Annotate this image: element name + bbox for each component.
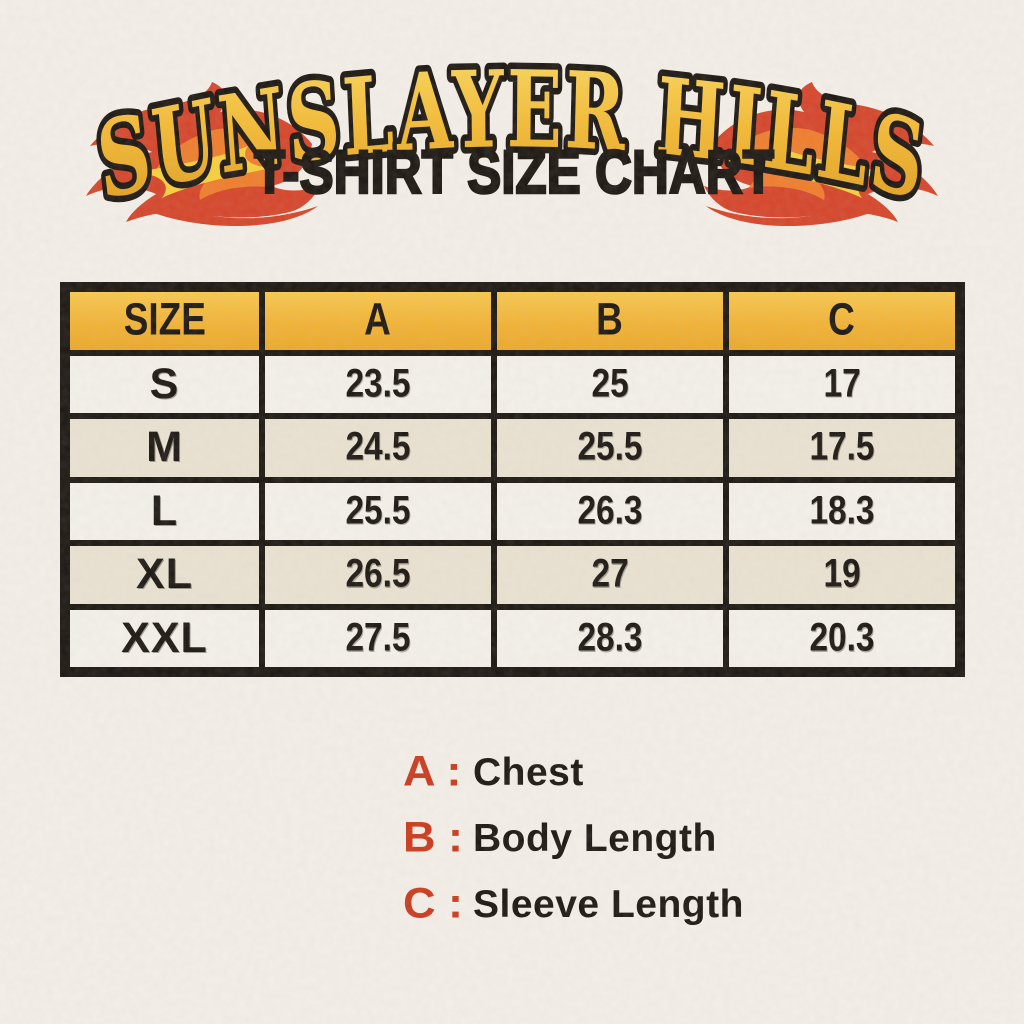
column-header-c: C — [729, 292, 955, 350]
table-row-m-size: M — [70, 419, 259, 477]
legend-item-b: B : Body Length — [403, 810, 744, 876]
table-row-l-a: 25.5 — [265, 482, 491, 540]
column-header-label: B — [596, 295, 624, 346]
measure-value: 24.5 — [345, 424, 411, 470]
column-header-size: SIZE — [70, 292, 259, 350]
measure-value: 19 — [823, 551, 861, 597]
legend-label: Sleeve Length — [473, 883, 744, 926]
legend-item-a: A : Chest — [403, 744, 744, 810]
measure-value: 25 — [591, 361, 629, 406]
size-value: XL — [136, 550, 193, 599]
legend-key: C : — [403, 878, 463, 928]
measure-value: 26.5 — [345, 551, 411, 597]
table-row-s-size: S — [70, 355, 259, 413]
table-row-xl-c: 19 — [729, 546, 955, 604]
legend-label: Body Length — [473, 817, 717, 860]
legend-key: B : — [403, 812, 463, 862]
column-header-b: B — [497, 292, 723, 350]
table-row-s-a: 23.5 — [265, 355, 491, 413]
size-table: SIZE A B C S 23.5 25 17 M 24.5 25.5 17.5… — [60, 282, 965, 677]
size-value: M — [146, 423, 183, 472]
table-row-m-c: 17.5 — [729, 419, 955, 477]
logo: SUNSLAYER HILLS T-SHIRT SIZE CHART — [86, 43, 935, 230]
measure-value: 20.3 — [809, 615, 875, 660]
measure-value: 27 — [591, 551, 629, 597]
legend-item-c: C : Sleeve Length — [403, 876, 744, 942]
measure-value: 28.3 — [577, 615, 643, 660]
measure-value: 25.5 — [577, 424, 643, 470]
table-row-xl-a: 26.5 — [265, 546, 491, 604]
table-row-s-b: 25 — [497, 355, 723, 413]
column-header-label: C — [828, 295, 856, 346]
column-header-label: A — [364, 295, 392, 346]
table-row-m-a: 24.5 — [265, 419, 491, 477]
measurement-legend: A : Chest B : Body Length C : Sleeve Len… — [403, 744, 744, 942]
table-row-xxl-c: 20.3 — [729, 609, 955, 667]
table-row-l-b: 26.3 — [497, 482, 723, 540]
table-row-xxl-size: XXL — [70, 609, 259, 667]
measure-value: 23.5 — [345, 361, 411, 406]
table-row-xl-b: 27 — [497, 546, 723, 604]
column-header-a: A — [265, 292, 491, 350]
size-value: XXL — [121, 613, 208, 662]
table-row-s-c: 17 — [729, 355, 955, 413]
table-row-xxl-b: 28.3 — [497, 609, 723, 667]
measure-value: 17.5 — [809, 424, 875, 470]
table-row-m-b: 25.5 — [497, 419, 723, 477]
measure-value: 17 — [823, 361, 861, 406]
table-row-l-size: L — [70, 482, 259, 540]
table-row-l-c: 18.3 — [729, 482, 955, 540]
legend-label: Chest — [473, 751, 584, 794]
size-value: L — [150, 486, 179, 535]
measure-value: 27.5 — [345, 615, 411, 660]
legend-key: A : — [403, 746, 462, 796]
measure-value: 18.3 — [809, 488, 875, 533]
table-row-xl-size: XL — [70, 546, 259, 604]
measure-value: 25.5 — [345, 488, 411, 533]
measure-value: 26.3 — [577, 488, 643, 533]
size-value: S — [149, 359, 180, 408]
column-header-label: SIZE — [123, 295, 206, 346]
table-row-xxl-a: 27.5 — [265, 609, 491, 667]
page-subtitle: T-SHIRT SIZE CHART — [254, 137, 774, 206]
